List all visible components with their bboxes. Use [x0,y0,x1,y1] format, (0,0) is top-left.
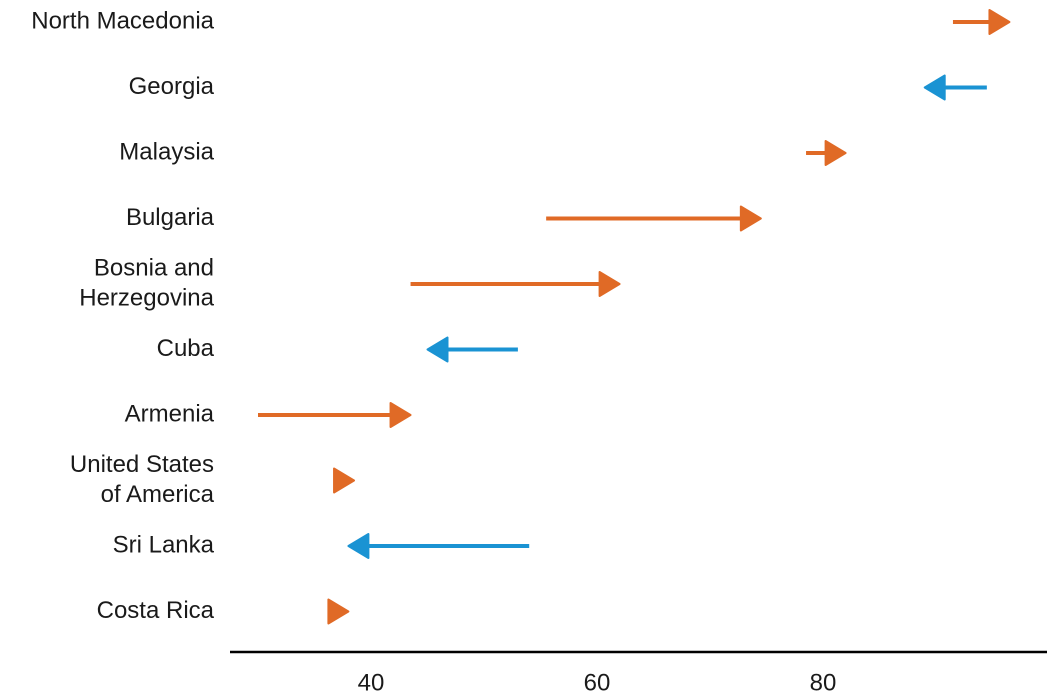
arrow-head [347,533,370,559]
category-label: Bulgaria [126,204,215,231]
arrow-mark [426,336,518,363]
arrow-head [739,205,762,232]
arrow-mark [410,271,621,297]
category-label: Costa Rica [97,597,215,624]
arrow-mark [333,467,356,494]
category-label: Armenia [125,400,215,427]
category-label: Sri Lanka [113,531,215,558]
arrow-head [923,74,946,101]
x-axis-ticks: 40 60 80 [358,669,837,694]
arrow-marks [258,9,1011,625]
arrow-mark [258,402,412,428]
arrow-head [389,402,412,428]
x-tick-label: 40 [358,669,385,694]
arrow-mark [952,9,1011,35]
x-tick-label: 60 [584,669,611,694]
arrow-head [327,598,350,625]
arrow-mark [546,205,762,232]
arrow-mark [347,533,530,559]
arrow-head [988,9,1011,35]
category-label: United States of America [70,451,215,508]
arrow-mark [327,598,350,625]
category-label: North Macedonia [31,7,214,34]
arrow-head [333,467,356,494]
x-tick-label: 80 [810,669,837,694]
arrow-mark [923,74,987,101]
category-label: Malaysia [119,138,214,165]
category-label: Cuba [157,335,215,362]
arrow-head [598,271,621,297]
arrow-head [426,336,449,363]
category-labels: North Macedonia Georgia Malaysia Bulgaria Bo… [31,7,214,624]
arrow-mark [806,140,847,166]
arrow-head [824,140,847,166]
category-label: Georgia [129,73,215,100]
category-label: Bosnia and Herzegovina [79,254,214,311]
